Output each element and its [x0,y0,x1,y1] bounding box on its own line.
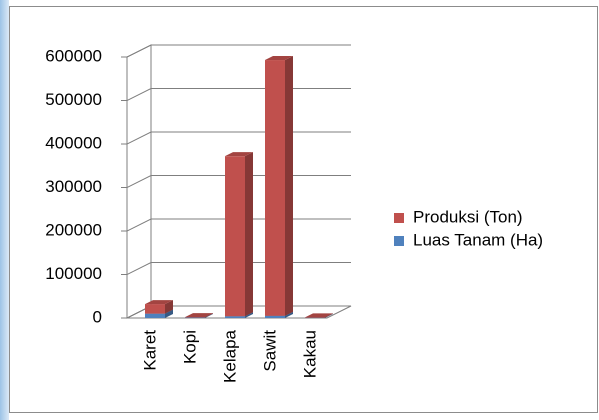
bar-side [165,309,173,318]
bar-side [205,313,213,318]
bar-segment [145,300,173,314]
x-tick-label: Kopi [180,330,199,364]
plot-area: 0 100000 200000 300000 400000 500000 600000 Kar… [45,44,352,383]
bar-side [245,312,253,318]
bar-top [305,313,333,318]
bar-side [325,313,333,318]
legend-swatch [394,213,404,223]
bar-front [265,60,285,316]
y-tick-label: 100000 [45,264,102,283]
bar-side [325,313,333,318]
window-edge [0,0,9,420]
y-tick-label: 600000 [45,46,102,65]
bar-top [185,313,213,318]
bar-front [145,304,165,314]
y-tick-label: 300000 [45,177,102,196]
legend-label: Luas Tanam (Ha) [413,230,543,249]
bar-front [225,156,245,317]
x-tick-label: Kelapa [220,329,239,382]
bar-segment [265,56,293,316]
bar-segment [225,152,253,317]
bar-side [285,311,293,318]
bar-side [245,152,253,317]
bar-top [145,300,173,305]
y-tick-label: 200000 [45,220,102,239]
y-tick-label: 0 [93,307,102,326]
bar-front [265,315,285,318]
x-tick-label: Kakau [300,330,319,378]
grid-line [126,44,351,58]
bar-top [225,152,253,157]
legend-label: Produksi (Ton) [413,207,523,226]
bar-front [225,316,245,318]
chart-border [9,6,598,413]
x-tick-label: Sawit [260,330,279,372]
bar-side [165,300,173,314]
bar-segment [305,313,333,318]
bar-top [265,56,293,61]
legend-swatch [394,236,404,246]
bar-front [145,313,165,318]
bar-side [285,56,293,316]
bar-side [205,313,213,318]
bar-segment [185,313,213,318]
y-tick-label: 500000 [45,90,102,109]
y-tick-label: 400000 [45,133,102,152]
x-tick-label: Karet [140,330,159,371]
